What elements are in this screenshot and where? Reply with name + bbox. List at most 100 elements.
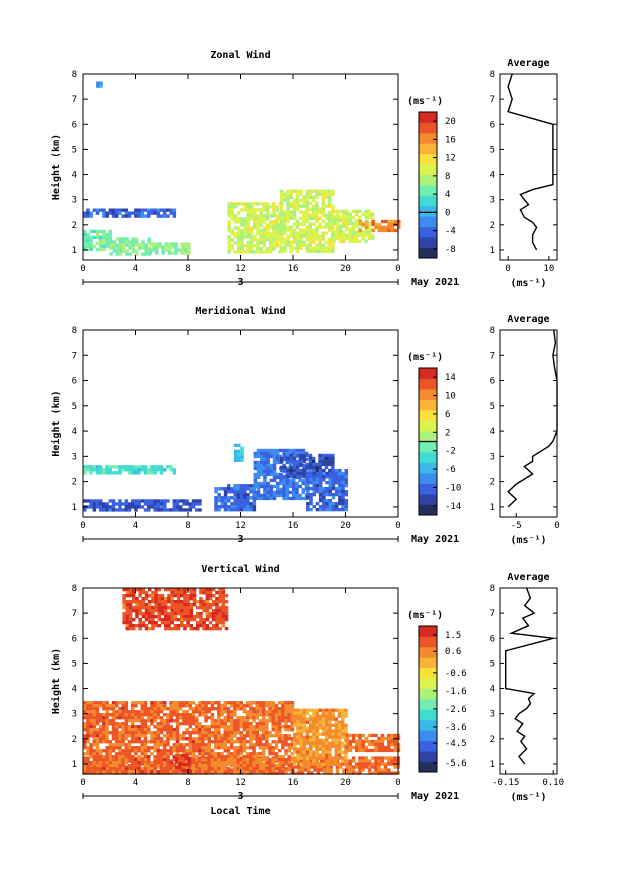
heatmap-cell [276,457,280,462]
heatmap-cell [124,752,129,756]
heatmap-cell [157,606,162,610]
heatmap-cell [326,765,330,769]
heatmap-cell [191,701,196,705]
heatmap-cell [236,746,240,750]
heatmap-cell [141,615,146,619]
heatmap-cell [204,756,209,760]
heatmap-cell [265,737,269,741]
heatmap-cell [192,603,197,607]
heatmap-cell [345,771,349,775]
heatmap-cell [153,499,157,503]
heatmap-cell [195,499,199,503]
heatmap-cell [325,741,329,745]
heatmap-cell [159,767,164,771]
heatmap-cell [121,764,125,768]
heatmap-cell [325,505,329,509]
heatmap-cell [153,731,157,735]
heatmap-cell [99,761,103,765]
x-tick-label: 12 [235,521,246,531]
heatmap-cell [358,222,363,227]
heatmap-cell [105,713,109,717]
heatmap-cell [86,728,90,732]
heatmap-cell [125,243,129,247]
heatmap-cell [218,621,222,625]
heatmap-cell [229,755,234,759]
heatmap-cell [233,746,237,750]
heatmap-cell [286,216,290,220]
heatmap-cell [143,710,148,714]
heatmap-cell [302,471,306,476]
heatmap-cell [292,240,297,244]
heatmap-cell [315,708,319,712]
heatmap-cell [128,609,133,613]
heatmap-cell [265,746,269,750]
heatmap-cell [252,734,256,738]
heatmap-cell [328,487,332,491]
heatmap-cell [321,192,325,196]
heatmap-cell [230,490,234,494]
heatmap-cell [354,209,359,213]
heatmap-cell [186,594,190,598]
heatmap-cell [201,740,205,744]
heatmap-cell [180,248,185,252]
heatmap-cell [102,749,106,753]
date-label: 3 [237,791,243,802]
heatmap-cell [318,490,323,494]
y-tick-label: 4 [72,171,77,181]
heatmap-cell [99,241,103,246]
heatmap-cell [128,240,132,244]
colorbar-segment [419,483,437,495]
heatmap-cell [137,716,141,720]
heatmap-cell [367,233,372,237]
heatmap-cell [268,719,272,723]
heatmap-cell [334,741,339,745]
month-label: May 2021 [411,791,459,802]
heatmap-cell [252,752,256,756]
heatmap-cell [344,753,348,757]
heatmap-cell [245,710,250,714]
heatmap-cell [213,734,218,738]
y-tick-label: 3 [72,196,77,206]
colorbar-tick-label: -3.6 [445,723,467,733]
heatmap-cell [185,752,189,756]
heatmap-cell [163,725,167,729]
heatmap-cell [128,606,133,610]
heatmap-cell [325,708,329,712]
heatmap-cell [159,505,164,509]
heatmap-cell [221,609,226,613]
heatmap-cell [195,710,199,714]
heatmap-cell [338,484,342,488]
colorbar-segment [419,626,437,637]
heatmap-cell [256,496,261,501]
heatmap-cell [151,600,155,604]
heatmap-cell [335,227,340,231]
heatmap-cell [262,202,267,206]
heatmap-cell [318,744,323,748]
heatmap-cell [134,465,138,469]
heatmap-cell [124,502,129,506]
heatmap-cell [315,502,320,506]
heatmap-cell [272,226,276,230]
heatmap-cell [151,627,155,631]
heatmap-cell [182,719,186,723]
heatmap-cell [321,225,325,229]
heatmap-cell [305,219,309,223]
heatmap-cell [179,704,183,708]
heatmap-cell [289,453,293,458]
heatmap-cell [275,232,279,236]
heatmap-cell [263,478,267,483]
heatmap-cell [266,484,270,489]
heatmap-cell [299,729,303,733]
heatmap-cell [239,767,243,771]
heatmap-cell [233,502,237,506]
heatmap-cell [265,238,270,242]
colorbar-segment [419,410,437,421]
heatmap-cell [361,745,365,750]
heatmap-cell [202,624,206,628]
heatmap-cell [299,741,303,745]
heatmap-cell [118,502,122,506]
heatmap-cell [138,627,142,631]
heatmap-cell [328,490,332,494]
heatmap-cell [172,734,177,738]
heatmap-cell [299,762,303,766]
